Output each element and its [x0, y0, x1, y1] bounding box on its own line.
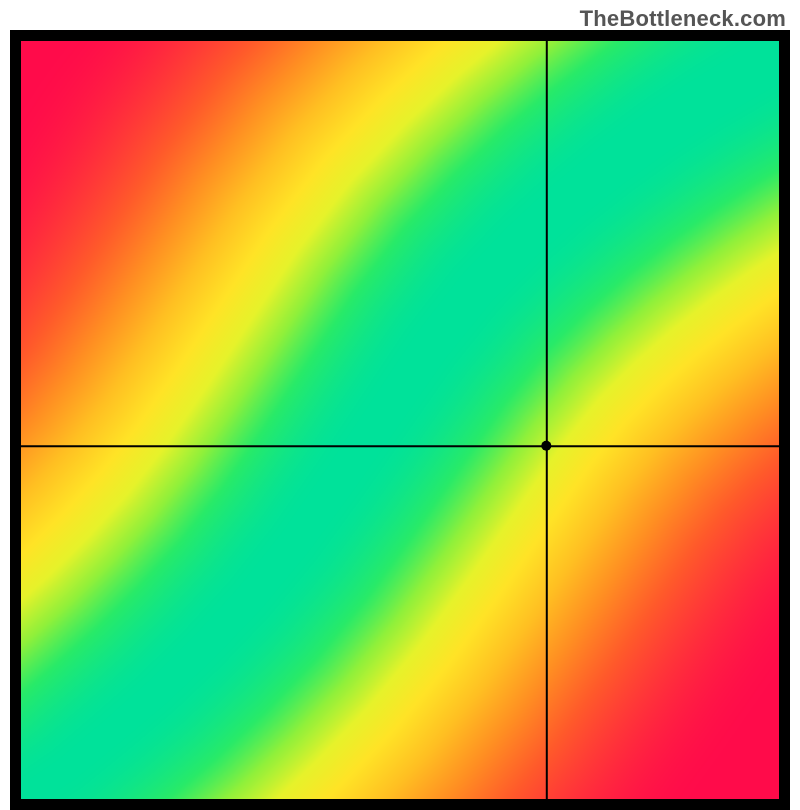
attribution-label: TheBottleneck.com: [580, 6, 786, 32]
chart-frame: [10, 30, 790, 810]
bottleneck-heatmap: [21, 41, 779, 799]
